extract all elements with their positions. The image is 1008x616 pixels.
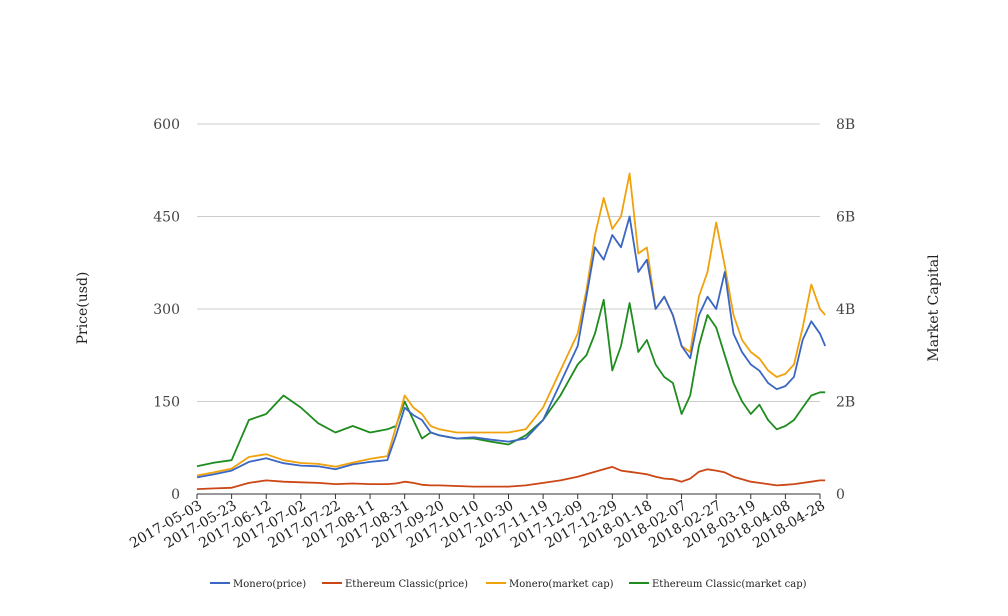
y2-tick-label: 8B bbox=[836, 117, 855, 133]
y2-tick-label: 0 bbox=[836, 487, 845, 503]
series-line-monero-price bbox=[196, 215, 827, 479]
y-tick-label: 600 bbox=[153, 117, 180, 133]
y2-tick-label: 6B bbox=[836, 210, 855, 226]
y2-tick-label: 2B bbox=[836, 395, 855, 411]
y-axis-label: Price(usd) bbox=[75, 272, 91, 345]
legend-item: Ethereum Classic(market cap) bbox=[629, 579, 807, 590]
y-tick-label: 450 bbox=[153, 210, 180, 226]
legend-label: Ethereum Classic(market cap) bbox=[652, 579, 807, 590]
legend: Monero(price) Ethereum Classic(price) Mone… bbox=[210, 579, 807, 590]
series-layer bbox=[196, 172, 827, 490]
gridlines bbox=[197, 123, 820, 495]
series-line-monero-market-cap bbox=[196, 172, 826, 477]
y2-axis-label: Market Capital bbox=[926, 254, 942, 362]
y2-tick-label: 4B bbox=[836, 302, 855, 318]
legend-label: Ethereum Classic(price) bbox=[345, 579, 468, 590]
x-axis: 2017-05-032017-05-232017-06-122017-07-02… bbox=[127, 494, 828, 552]
y-tick-label: 0 bbox=[171, 487, 180, 503]
series-line-ethereum-classic-market-cap bbox=[196, 298, 826, 468]
series-line-ethereum-classic-price bbox=[196, 465, 826, 490]
legend-item: Monero(market cap) bbox=[486, 579, 614, 590]
legend-label: Monero(market cap) bbox=[509, 579, 614, 590]
y-tick-label: 300 bbox=[153, 302, 180, 318]
legend-label: Monero(price) bbox=[233, 579, 306, 590]
y-axis-right: 0 2B 4B 6B 8B bbox=[836, 117, 855, 503]
y-axis-left: 0 150 300 450 600 bbox=[153, 117, 180, 503]
legend-item: Ethereum Classic(price) bbox=[322, 579, 468, 590]
y-tick-label: 150 bbox=[153, 395, 180, 411]
legend-item: Monero(price) bbox=[210, 579, 306, 590]
